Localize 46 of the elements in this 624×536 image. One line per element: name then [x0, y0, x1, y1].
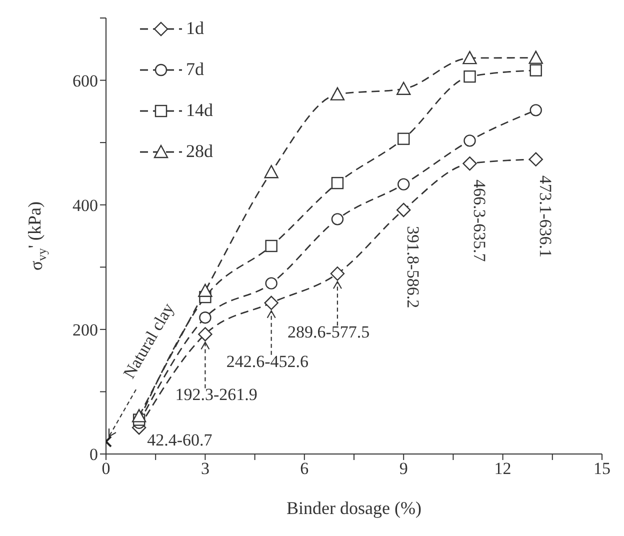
point [464, 70, 476, 83]
point [528, 50, 543, 64]
annotation: 242.6-452.6 [226, 352, 309, 371]
point [331, 176, 344, 190]
y-tick-label: 600 [72, 71, 98, 90]
annotation: 391.8-586.2 [404, 226, 423, 308]
point [462, 156, 477, 171]
point [530, 104, 542, 116]
point [199, 311, 212, 324]
point [464, 134, 476, 147]
point [528, 152, 543, 166]
point [265, 240, 278, 252]
annotation: 289.6-577.5 [287, 322, 370, 342]
x-axis-title: Binder dosage (%) [286, 498, 422, 518]
x-tick-label: 3 [200, 459, 210, 478]
point [396, 202, 411, 218]
point [396, 82, 411, 95]
y-tick-label: 200 [72, 320, 98, 340]
annotation: 42.4-60.7 [147, 430, 213, 450]
legend-label: 7d [186, 59, 204, 80]
point [398, 132, 410, 145]
point [462, 50, 477, 64]
point [198, 284, 212, 297]
annotation: 466.3-635.7 [470, 180, 489, 262]
point [198, 327, 212, 342]
point [331, 213, 344, 226]
annotation: 473.1-636.1 [536, 175, 555, 258]
annotation: 192.3-261.9 [175, 385, 258, 404]
x-tick-label: 0 [102, 459, 110, 478]
point [265, 277, 278, 290]
legend-label: 14d [186, 100, 213, 121]
point [330, 266, 345, 281]
x-tick-label: 6 [300, 459, 309, 478]
point [132, 409, 146, 422]
point [398, 178, 410, 190]
legend-label: 1d [186, 18, 204, 39]
x-tick-label: 9 [399, 459, 408, 478]
y-tick-label: 400 [72, 196, 98, 215]
x-tick-label: 12 [494, 459, 512, 478]
point [530, 64, 542, 76]
point [330, 87, 345, 100]
y-tick-label: 0 [90, 445, 98, 464]
legend-label: 28d [186, 141, 213, 162]
point [264, 164, 278, 178]
point [264, 296, 278, 310]
x-tick-label: 15 [594, 459, 610, 478]
